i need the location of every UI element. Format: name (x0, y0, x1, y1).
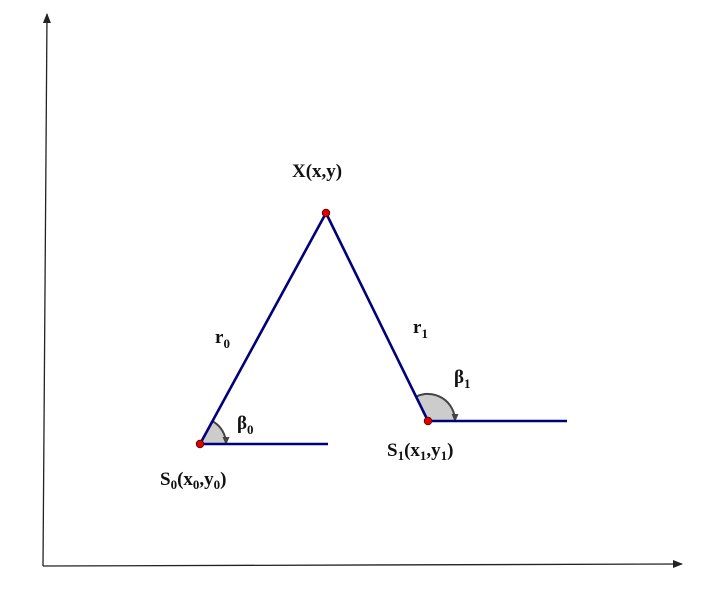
point-x (321, 208, 331, 218)
y-axis (42, 13, 51, 567)
r1-line (324, 212, 430, 422)
r0-label: r0 (215, 327, 230, 351)
beta0-arc-arrow (212, 420, 230, 445)
point-s0 (195, 439, 205, 449)
beta0-angle-arc (200, 421, 226, 444)
point-s1-label: S1(x1,y1) (387, 440, 453, 463)
r0-line (198, 212, 328, 445)
beta0-label: β0 (237, 413, 254, 437)
beta1-arc-arrow (415, 392, 459, 422)
point-x-label: X(x,y) (292, 161, 342, 182)
point-s0-label: S0(x0,y0) (160, 469, 226, 492)
point-s1 (423, 416, 433, 426)
beta1-label: β1 (454, 367, 471, 391)
x-axis (42, 560, 683, 569)
r1-label: r1 (413, 317, 428, 341)
